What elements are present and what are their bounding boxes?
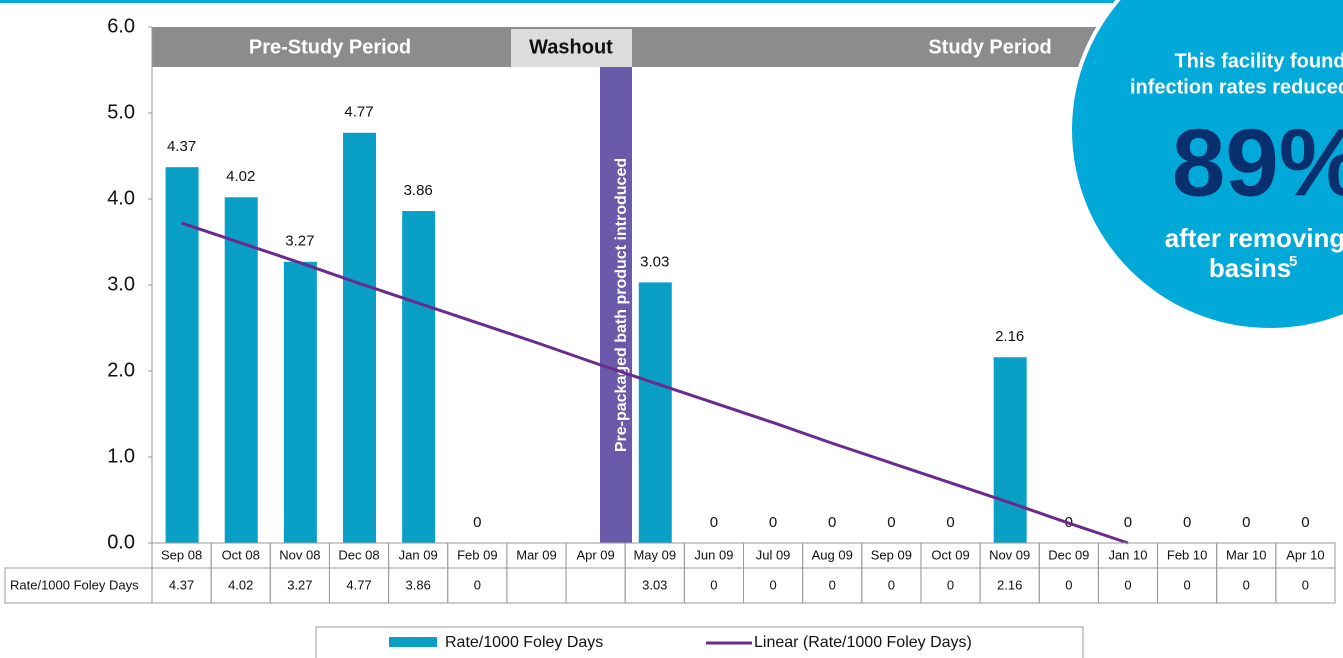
x-tick-label: Oct 08 — [222, 547, 260, 562]
value-label: 0 — [710, 514, 718, 531]
legend-box — [315, 626, 1084, 658]
table-value: 0 — [1243, 577, 1250, 592]
bar — [283, 261, 317, 543]
intervention-bar — [600, 67, 632, 543]
bar — [638, 282, 672, 543]
callout: This facility found infection rates redu… — [1068, 0, 1343, 332]
period-label: Washout — [529, 36, 613, 58]
table-value: 0 — [1124, 577, 1131, 592]
table-value: 0 — [769, 577, 776, 592]
table-value: 4.37 — [169, 577, 194, 592]
bar — [343, 132, 377, 543]
value-label: 4.77 — [344, 104, 373, 121]
callout-footnote: 5 — [1289, 253, 1297, 270]
value-label: 0 — [1183, 514, 1191, 531]
x-tick-label: Dec 08 — [338, 547, 379, 562]
x-tick-label: Sep 09 — [871, 547, 912, 562]
period-label: Study Period — [928, 36, 1051, 58]
table-value: 0 — [1184, 577, 1191, 592]
callout-text: infection rates reduced — [1130, 76, 1343, 98]
y-tick-label: 1.0 — [107, 445, 135, 467]
x-tick-label: May 09 — [633, 547, 676, 562]
table-value: 0 — [1065, 577, 1072, 592]
trend-line — [181, 221, 1129, 545]
legend-label: Linear (Rate/1000 Foley Days) — [754, 634, 972, 651]
x-tick-label: Mar 10 — [1226, 547, 1266, 562]
legend-label: Rate/1000 Foley Days — [445, 634, 603, 651]
x-tick-label: Feb 09 — [457, 547, 497, 562]
value-label: 4.37 — [167, 138, 196, 155]
y-tick-label: 4.0 — [107, 187, 135, 209]
bar — [165, 167, 199, 543]
value-label: 0 — [1242, 514, 1250, 531]
table-cell — [1275, 567, 1336, 604]
table-cell — [506, 567, 567, 604]
value-label: 0 — [1124, 514, 1132, 531]
value-label: 0 — [769, 514, 777, 531]
y-tick-label: 0.0 — [107, 531, 135, 553]
x-tick-label: Jul 09 — [756, 547, 791, 562]
table-value: 0 — [710, 577, 717, 592]
table-label: Rate/1000 Foley Days — [10, 577, 139, 592]
top-rule — [0, 0, 1343, 3]
x-tick-label: Oct 09 — [931, 547, 969, 562]
table-cell — [565, 567, 626, 604]
x-tick-label: Mar 09 — [516, 547, 556, 562]
x-tick-label: Jan 09 — [399, 547, 438, 562]
value-label: 3.03 — [640, 253, 669, 270]
table-value: 3.27 — [287, 577, 312, 592]
value-label: 3.27 — [285, 233, 314, 250]
table-value: 0 — [947, 577, 954, 592]
x-tick-label: Apr 10 — [1286, 547, 1324, 562]
bar — [402, 211, 436, 544]
table-value: 0 — [829, 577, 836, 592]
callout-text: This facility found — [1174, 50, 1343, 72]
callout-text: basins — [1209, 253, 1291, 283]
x-tick-label: Nov 08 — [279, 547, 320, 562]
bar — [224, 197, 258, 543]
x-tick-label: Sep 08 — [161, 547, 202, 562]
x-tick-label: Feb 10 — [1167, 547, 1207, 562]
callout-text: after removing — [1165, 223, 1343, 253]
value-label: 0 — [828, 514, 836, 531]
x-tick-label: Aug 09 — [812, 547, 853, 562]
table-value: 4.02 — [228, 577, 253, 592]
table-value: 3.03 — [642, 577, 667, 592]
bar — [993, 357, 1027, 543]
callout-circle — [1072, 0, 1343, 328]
value-label: 4.02 — [226, 168, 255, 185]
x-tick-label: Dec 09 — [1048, 547, 1089, 562]
value-label: 2.16 — [995, 328, 1024, 345]
washout-box — [511, 29, 632, 67]
x-tick-label: Nov 09 — [989, 547, 1030, 562]
legend-swatch — [389, 637, 437, 647]
x-tick-label: Apr 09 — [576, 547, 614, 562]
table-value: 4.77 — [346, 577, 371, 592]
x-tick-label: Jun 09 — [694, 547, 733, 562]
x-tick-label: Jan 10 — [1108, 547, 1147, 562]
y-tick-label: 5.0 — [107, 101, 135, 123]
y-tick-label: 3.0 — [107, 273, 135, 295]
callout-figure: 89% — [1172, 109, 1343, 216]
value-label: 0 — [887, 514, 895, 531]
table-value: 0 — [474, 577, 481, 592]
value-label: 0 — [1301, 514, 1309, 531]
table-value: 2.16 — [997, 577, 1022, 592]
value-label: 0 — [946, 514, 954, 531]
table-value: 0 — [1302, 577, 1309, 592]
table-value: 0 — [888, 577, 895, 592]
intervention-label: Pre-packaged bath product introduced — [613, 158, 630, 452]
value-label: 3.86 — [404, 182, 433, 199]
y-tick-label: 6.0 — [107, 15, 135, 37]
table-value: 3.86 — [406, 577, 431, 592]
value-label: 0 — [473, 514, 481, 531]
y-tick-label: 2.0 — [107, 359, 135, 381]
period-label: Pre-Study Period — [249, 36, 411, 58]
